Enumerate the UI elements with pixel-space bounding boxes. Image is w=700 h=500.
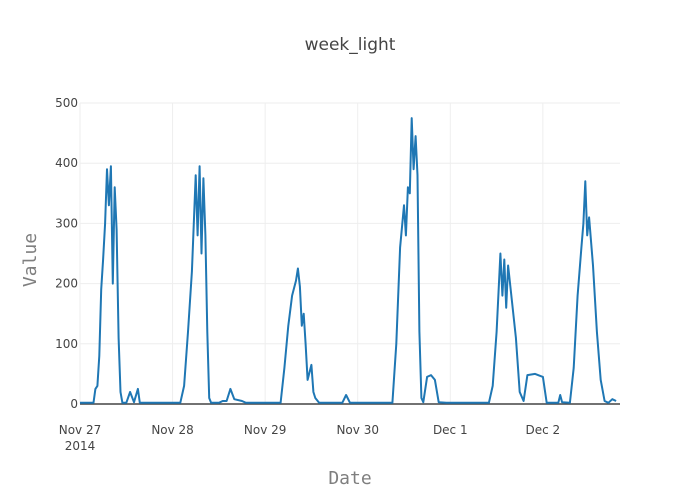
x-axis-ticks: Nov 27 2014 Nov 28 Nov 29 Nov 30 Dec 1 Dec 2 <box>59 423 560 453</box>
chart-title: week_light <box>305 35 396 55</box>
x-tick-label: Dec 2 <box>526 423 561 437</box>
grid <box>79 102 620 404</box>
series-line <box>80 117 617 404</box>
y-tick-label: 300 <box>55 216 78 230</box>
x-tick-label: Nov 27 <box>59 423 102 437</box>
y-tick-label: 500 <box>55 96 78 110</box>
y-axis-ticks: 0 100 200 300 400 500 <box>55 96 78 411</box>
y-tick-label: 200 <box>55 277 78 291</box>
y-tick-label: 0 <box>70 397 78 411</box>
x-tick-sublabel: 2014 <box>65 439 96 453</box>
y-tick-label: 400 <box>55 156 78 170</box>
x-tick-label: Dec 1 <box>433 423 468 437</box>
x-tick-label: Nov 30 <box>336 423 379 437</box>
series-layer <box>80 117 617 404</box>
x-axis-label: Date <box>328 468 371 489</box>
x-tick-label: Nov 28 <box>151 423 194 437</box>
y-tick-label: 100 <box>55 337 78 351</box>
x-tick-label: Nov 29 <box>244 423 287 437</box>
y-axis-label: Value <box>20 233 41 287</box>
